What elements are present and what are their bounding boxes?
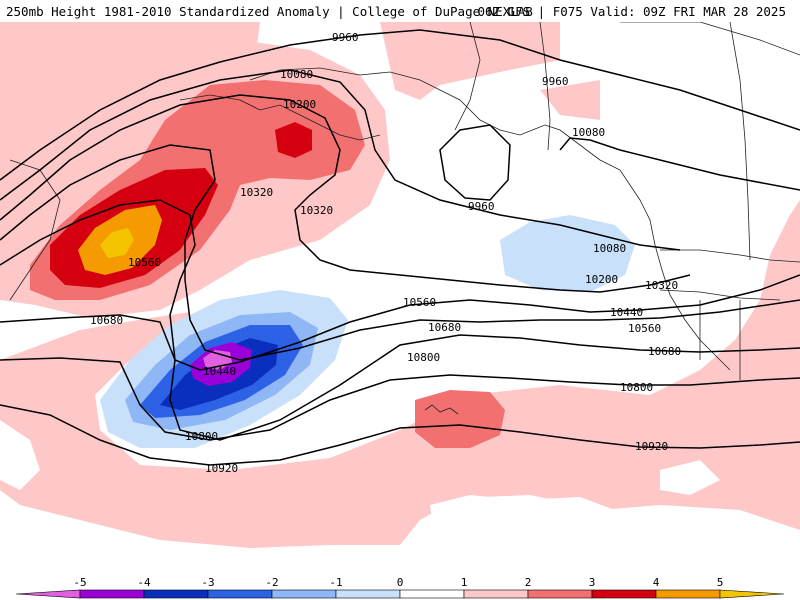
- colorbar-segment: [463, 589, 529, 599]
- colorbar-segment: [527, 589, 593, 599]
- anomaly-map: 9960 9960 9960 10080 10080 10080 10200 1…: [0, 22, 800, 576]
- height-contours: [0, 29, 800, 466]
- contour-label: 10680: [648, 345, 681, 358]
- positive-anomaly-5: [100, 228, 134, 258]
- colorbar-segment: [15, 589, 81, 599]
- colorbar: -5 -4 -3 -2 -1 0 1 2 3 4 5: [15, 576, 785, 599]
- colorbar-segment: [655, 589, 721, 599]
- neutral-holes: [0, 420, 720, 560]
- colorbar-tick-label: 1: [461, 576, 468, 589]
- contour-label: 9960: [468, 200, 495, 213]
- contour-label: 10440: [610, 306, 643, 319]
- contour-label: 10680: [428, 321, 461, 334]
- colorbar-tick-label: 5: [717, 576, 724, 589]
- colorbar-tick-label: -2: [265, 576, 278, 589]
- colorbar-tick-label: 3: [589, 576, 596, 589]
- contour-label: 10560: [628, 322, 661, 335]
- contour-label: 10440: [203, 365, 236, 378]
- colorbar-segment: [271, 589, 337, 599]
- contour-label: 10320: [645, 279, 678, 292]
- colorbar-segment: [719, 589, 785, 599]
- colorbar-tick-label: -3: [201, 576, 214, 589]
- map-title: 250mb Height 1981-2010 Standardized Anom…: [6, 4, 533, 19]
- colorbar-segment: [207, 589, 273, 599]
- contour-label: 10560: [403, 296, 436, 309]
- header: 250mb Height 1981-2010 Standardized Anom…: [0, 0, 800, 22]
- contour-label: 9960: [332, 31, 359, 44]
- colorbar-tick-label: -5: [73, 576, 86, 589]
- contour-labels: 9960 9960 9960 10080 10080 10080 10200 1…: [90, 31, 681, 475]
- contour-label: 10680: [90, 314, 123, 327]
- run-info: 06Z GFS | F075 Valid: 09Z FRI MAR 28 202…: [477, 4, 786, 19]
- colorbar-tick-label: 4: [653, 576, 660, 589]
- colorbar-tick-label: -4: [137, 576, 151, 589]
- colorbar-segment: [143, 589, 209, 599]
- contour-label: 10080: [572, 126, 605, 139]
- contour-label: 10080: [280, 68, 313, 81]
- contour-label: 10080: [593, 242, 626, 255]
- contour-label: 10200: [585, 273, 618, 286]
- colorbar-segment: [591, 589, 657, 599]
- contour-label: 10320: [240, 186, 273, 199]
- contour-label: 9960: [542, 75, 569, 88]
- contour-label: 10560: [128, 256, 161, 269]
- contour-label: 10920: [635, 440, 668, 453]
- colorbar-tick-label: 2: [525, 576, 532, 589]
- contour-label: 10200: [283, 98, 316, 111]
- contour-label: 10800: [620, 381, 653, 394]
- colorbar-tick-label: -1: [329, 576, 342, 589]
- contour-label: 10320: [300, 204, 333, 217]
- colorbar-segment: [399, 589, 465, 599]
- colorbar-tick-label: 0: [397, 576, 404, 589]
- colorbar-segment: [335, 589, 401, 599]
- contour-label: 10920: [205, 462, 238, 475]
- colorbar-segment: [79, 589, 145, 599]
- contour-label: 10800: [185, 430, 218, 443]
- contour-label: 10800: [407, 351, 440, 364]
